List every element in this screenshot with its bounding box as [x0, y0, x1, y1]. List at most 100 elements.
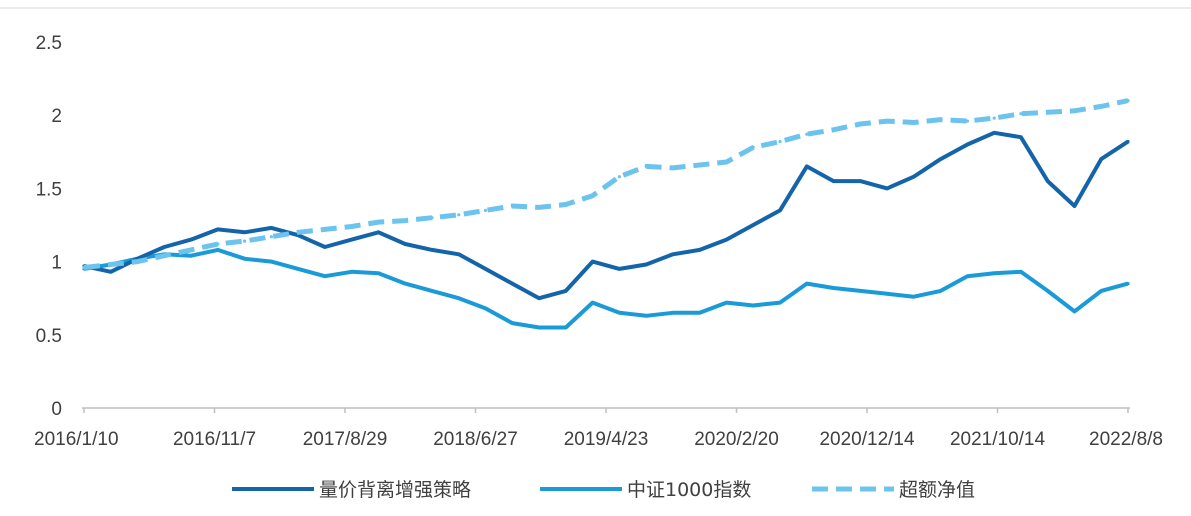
data-point	[243, 239, 247, 243]
data-point	[269, 235, 273, 239]
data-point	[403, 282, 407, 286]
data-point	[564, 289, 568, 293]
data-point	[483, 306, 488, 310]
data-point	[243, 257, 247, 261]
x-tick-label: 2016/1/10	[34, 429, 119, 450]
y-tick-label: 1.5	[36, 179, 62, 200]
x-axis: 2016/1/10 2016/11/7 2017/8/29 2018/6/27 2019…	[34, 407, 1163, 450]
data-point	[1046, 179, 1050, 183]
data-point	[323, 274, 327, 278]
data-point	[912, 120, 916, 125]
legend-label-1: 中证1000指数	[627, 479, 751, 501]
data-point	[430, 216, 434, 220]
x-tick-label: 2020/12/14	[819, 429, 915, 450]
data-point	[698, 311, 702, 315]
data-point	[751, 223, 755, 227]
series-line-0	[83, 130, 1130, 301]
data-point	[671, 166, 675, 170]
data-point	[778, 208, 782, 212]
data-point	[1019, 270, 1023, 274]
data-point	[350, 270, 354, 274]
data-point	[965, 274, 970, 278]
data-point	[724, 301, 729, 305]
data-point	[1099, 289, 1103, 293]
data-point	[751, 303, 755, 308]
data-point	[939, 289, 943, 293]
data-point	[644, 164, 648, 168]
data-point	[162, 245, 166, 249]
data-point	[805, 164, 809, 168]
data-point	[457, 296, 461, 300]
data-point	[457, 213, 461, 217]
series-line-2	[83, 98, 1129, 270]
x-tick-label: 2020/2/20	[694, 429, 779, 450]
data-point	[912, 175, 916, 179]
data-point	[778, 140, 782, 144]
data-point	[1046, 289, 1050, 293]
data-point	[858, 289, 862, 293]
data-point	[778, 301, 782, 305]
data-point	[644, 314, 648, 318]
data-point	[965, 142, 970, 147]
series-layer	[82, 98, 1130, 330]
data-point	[376, 220, 381, 224]
data-point	[430, 248, 434, 252]
data-point	[992, 116, 996, 120]
data-point	[483, 267, 488, 271]
data-point	[376, 230, 381, 234]
data-point	[269, 260, 273, 264]
data-point	[617, 267, 622, 271]
data-point	[564, 325, 568, 330]
data-point	[965, 119, 970, 123]
data-point	[350, 224, 354, 229]
x-tick-label: 2018/6/27	[433, 429, 518, 450]
data-point	[510, 282, 514, 286]
data-point	[885, 119, 889, 123]
data-point	[1099, 104, 1103, 108]
y-tick-label: 1	[51, 253, 62, 274]
data-point	[537, 296, 541, 300]
x-tick-label: 2016/11/7	[173, 429, 256, 450]
data-point	[858, 122, 862, 126]
data-point	[1046, 110, 1050, 114]
y-tick-label: 0	[51, 399, 62, 420]
x-tick-label: 2019/4/23	[564, 429, 649, 450]
x-tick-label: 2021/10/14	[950, 429, 1046, 450]
legend-label-2: 超额净值	[899, 479, 975, 501]
data-point	[671, 252, 675, 256]
y-tick-label: 2	[51, 106, 62, 127]
data-point	[591, 301, 595, 305]
data-point	[510, 321, 514, 325]
data-point	[939, 118, 943, 122]
data-point	[376, 271, 381, 275]
data-point	[1019, 135, 1023, 139]
data-point	[698, 248, 702, 252]
y-axis: 0 0.5 1 1.5 2 2.5	[36, 33, 62, 420]
data-point	[403, 242, 407, 246]
data-point	[537, 205, 541, 209]
data-point	[216, 227, 220, 231]
data-point	[617, 175, 622, 179]
data-point	[1126, 140, 1130, 144]
data-point	[644, 262, 648, 267]
data-point	[992, 131, 996, 135]
data-point	[885, 186, 889, 190]
data-point	[135, 260, 140, 264]
data-point	[403, 219, 407, 223]
data-point	[831, 128, 836, 132]
data-point	[992, 271, 996, 275]
data-point	[1072, 109, 1077, 113]
data-point	[323, 227, 327, 231]
y-tick-label: 2.5	[36, 33, 62, 54]
data-point	[457, 252, 461, 256]
data-point	[1099, 157, 1103, 161]
data-point	[109, 270, 113, 274]
data-point	[671, 311, 675, 315]
data-point	[243, 230, 247, 234]
data-point	[591, 194, 595, 198]
data-point	[858, 179, 862, 183]
data-point	[805, 282, 809, 286]
data-point	[269, 226, 273, 230]
data-point	[82, 265, 86, 270]
data-point	[617, 311, 622, 315]
